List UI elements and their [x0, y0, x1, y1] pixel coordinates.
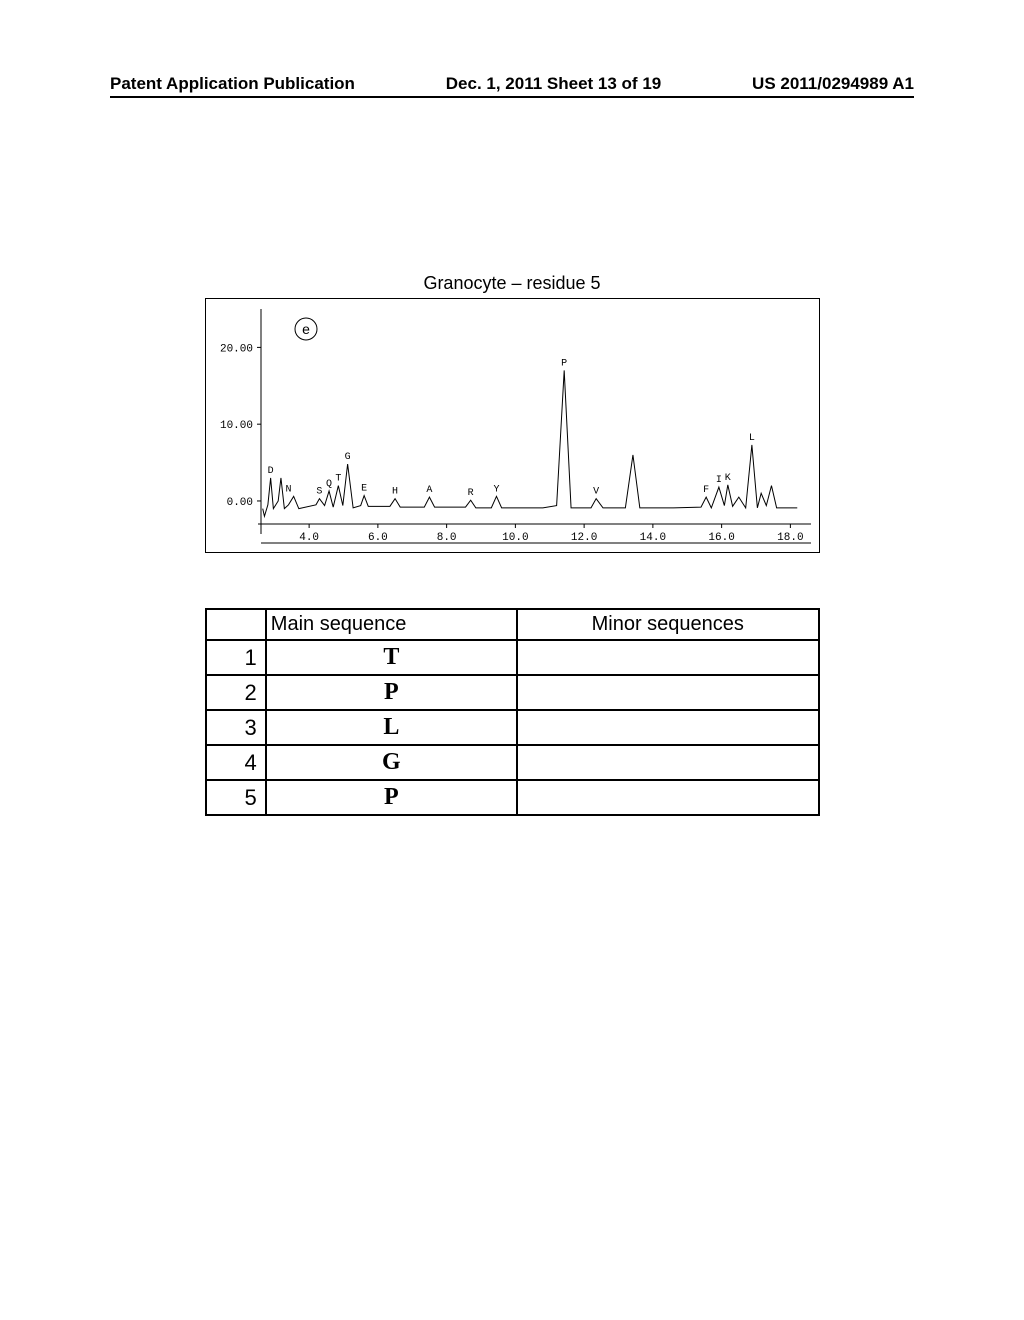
table-header-row: Main sequence Minor sequences	[206, 609, 819, 640]
sequence-table: Main sequence Minor sequences 1T2P3L4G5P	[205, 608, 820, 816]
table-row: 5P	[206, 780, 819, 815]
chart-title: Granocyte – residue 5	[205, 273, 820, 294]
row-main-sequence: L	[266, 710, 517, 745]
table-row: 3L	[206, 710, 819, 745]
col-index-header	[206, 609, 266, 640]
header-right: US 2011/0294989 A1	[752, 74, 914, 94]
svg-text:G: G	[344, 452, 350, 463]
header-center: Dec. 1, 2011 Sheet 13 of 19	[355, 74, 752, 94]
row-minor-sequence	[517, 710, 819, 745]
svg-text:4.0: 4.0	[299, 532, 319, 544]
col-main-header: Main sequence	[266, 609, 517, 640]
svg-text:12.0: 12.0	[570, 532, 596, 544]
svg-text:18.0: 18.0	[777, 532, 803, 544]
svg-text:S: S	[316, 487, 322, 498]
svg-text:R: R	[467, 488, 473, 499]
svg-text:8.0: 8.0	[436, 532, 456, 544]
svg-text:V: V	[593, 487, 599, 498]
svg-text:Q: Q	[326, 479, 332, 490]
row-main-sequence: P	[266, 780, 517, 815]
svg-text:6.0: 6.0	[367, 532, 387, 544]
svg-text:T: T	[335, 474, 341, 485]
figure-block: Granocyte – residue 5 0.00 10.00 20.00 4.0 6…	[205, 273, 820, 816]
row-minor-sequence	[517, 675, 819, 710]
patent-page: Patent Application Publication Dec. 1, 2…	[0, 0, 1024, 1320]
chromatogram-chart: 0.00 10.00 20.00 4.0 6.0 8.0 10.0 12.0 14.0 16.0 1…	[205, 298, 820, 553]
svg-text:0.00: 0.00	[226, 497, 252, 509]
svg-text:N: N	[285, 484, 291, 495]
svg-text:E: E	[361, 484, 367, 495]
svg-text:16.0: 16.0	[708, 532, 734, 544]
svg-text:K: K	[724, 473, 730, 484]
page-header: Patent Application Publication Dec. 1, 2…	[110, 74, 914, 98]
row-index: 5	[206, 780, 266, 815]
header-left: Patent Application Publication	[110, 74, 355, 94]
row-minor-sequence	[517, 640, 819, 675]
svg-text:I: I	[715, 475, 721, 486]
row-minor-sequence	[517, 745, 819, 780]
svg-text:10.00: 10.00	[219, 420, 252, 432]
svg-text:e: e	[302, 321, 310, 337]
svg-text:H: H	[392, 487, 398, 498]
row-main-sequence: G	[266, 745, 517, 780]
row-minor-sequence	[517, 780, 819, 815]
svg-text:L: L	[748, 433, 754, 444]
table-row: 4G	[206, 745, 819, 780]
row-index: 4	[206, 745, 266, 780]
chart-svg: 0.00 10.00 20.00 4.0 6.0 8.0 10.0 12.0 14.0 16.0 1…	[206, 299, 819, 552]
svg-text:P: P	[561, 358, 567, 369]
svg-text:10.0: 10.0	[502, 532, 528, 544]
col-minor-header: Minor sequences	[517, 609, 819, 640]
row-index: 1	[206, 640, 266, 675]
row-index: 2	[206, 675, 266, 710]
row-main-sequence: P	[266, 675, 517, 710]
row-index: 3	[206, 710, 266, 745]
table-row: 2P	[206, 675, 819, 710]
svg-text:14.0: 14.0	[639, 532, 665, 544]
svg-text:Y: Y	[493, 484, 499, 495]
row-main-sequence: T	[266, 640, 517, 675]
svg-text:A: A	[426, 485, 432, 496]
svg-text:D: D	[267, 466, 273, 477]
table-row: 1T	[206, 640, 819, 675]
svg-text:20.00: 20.00	[219, 343, 252, 355]
svg-text:F: F	[703, 485, 709, 496]
